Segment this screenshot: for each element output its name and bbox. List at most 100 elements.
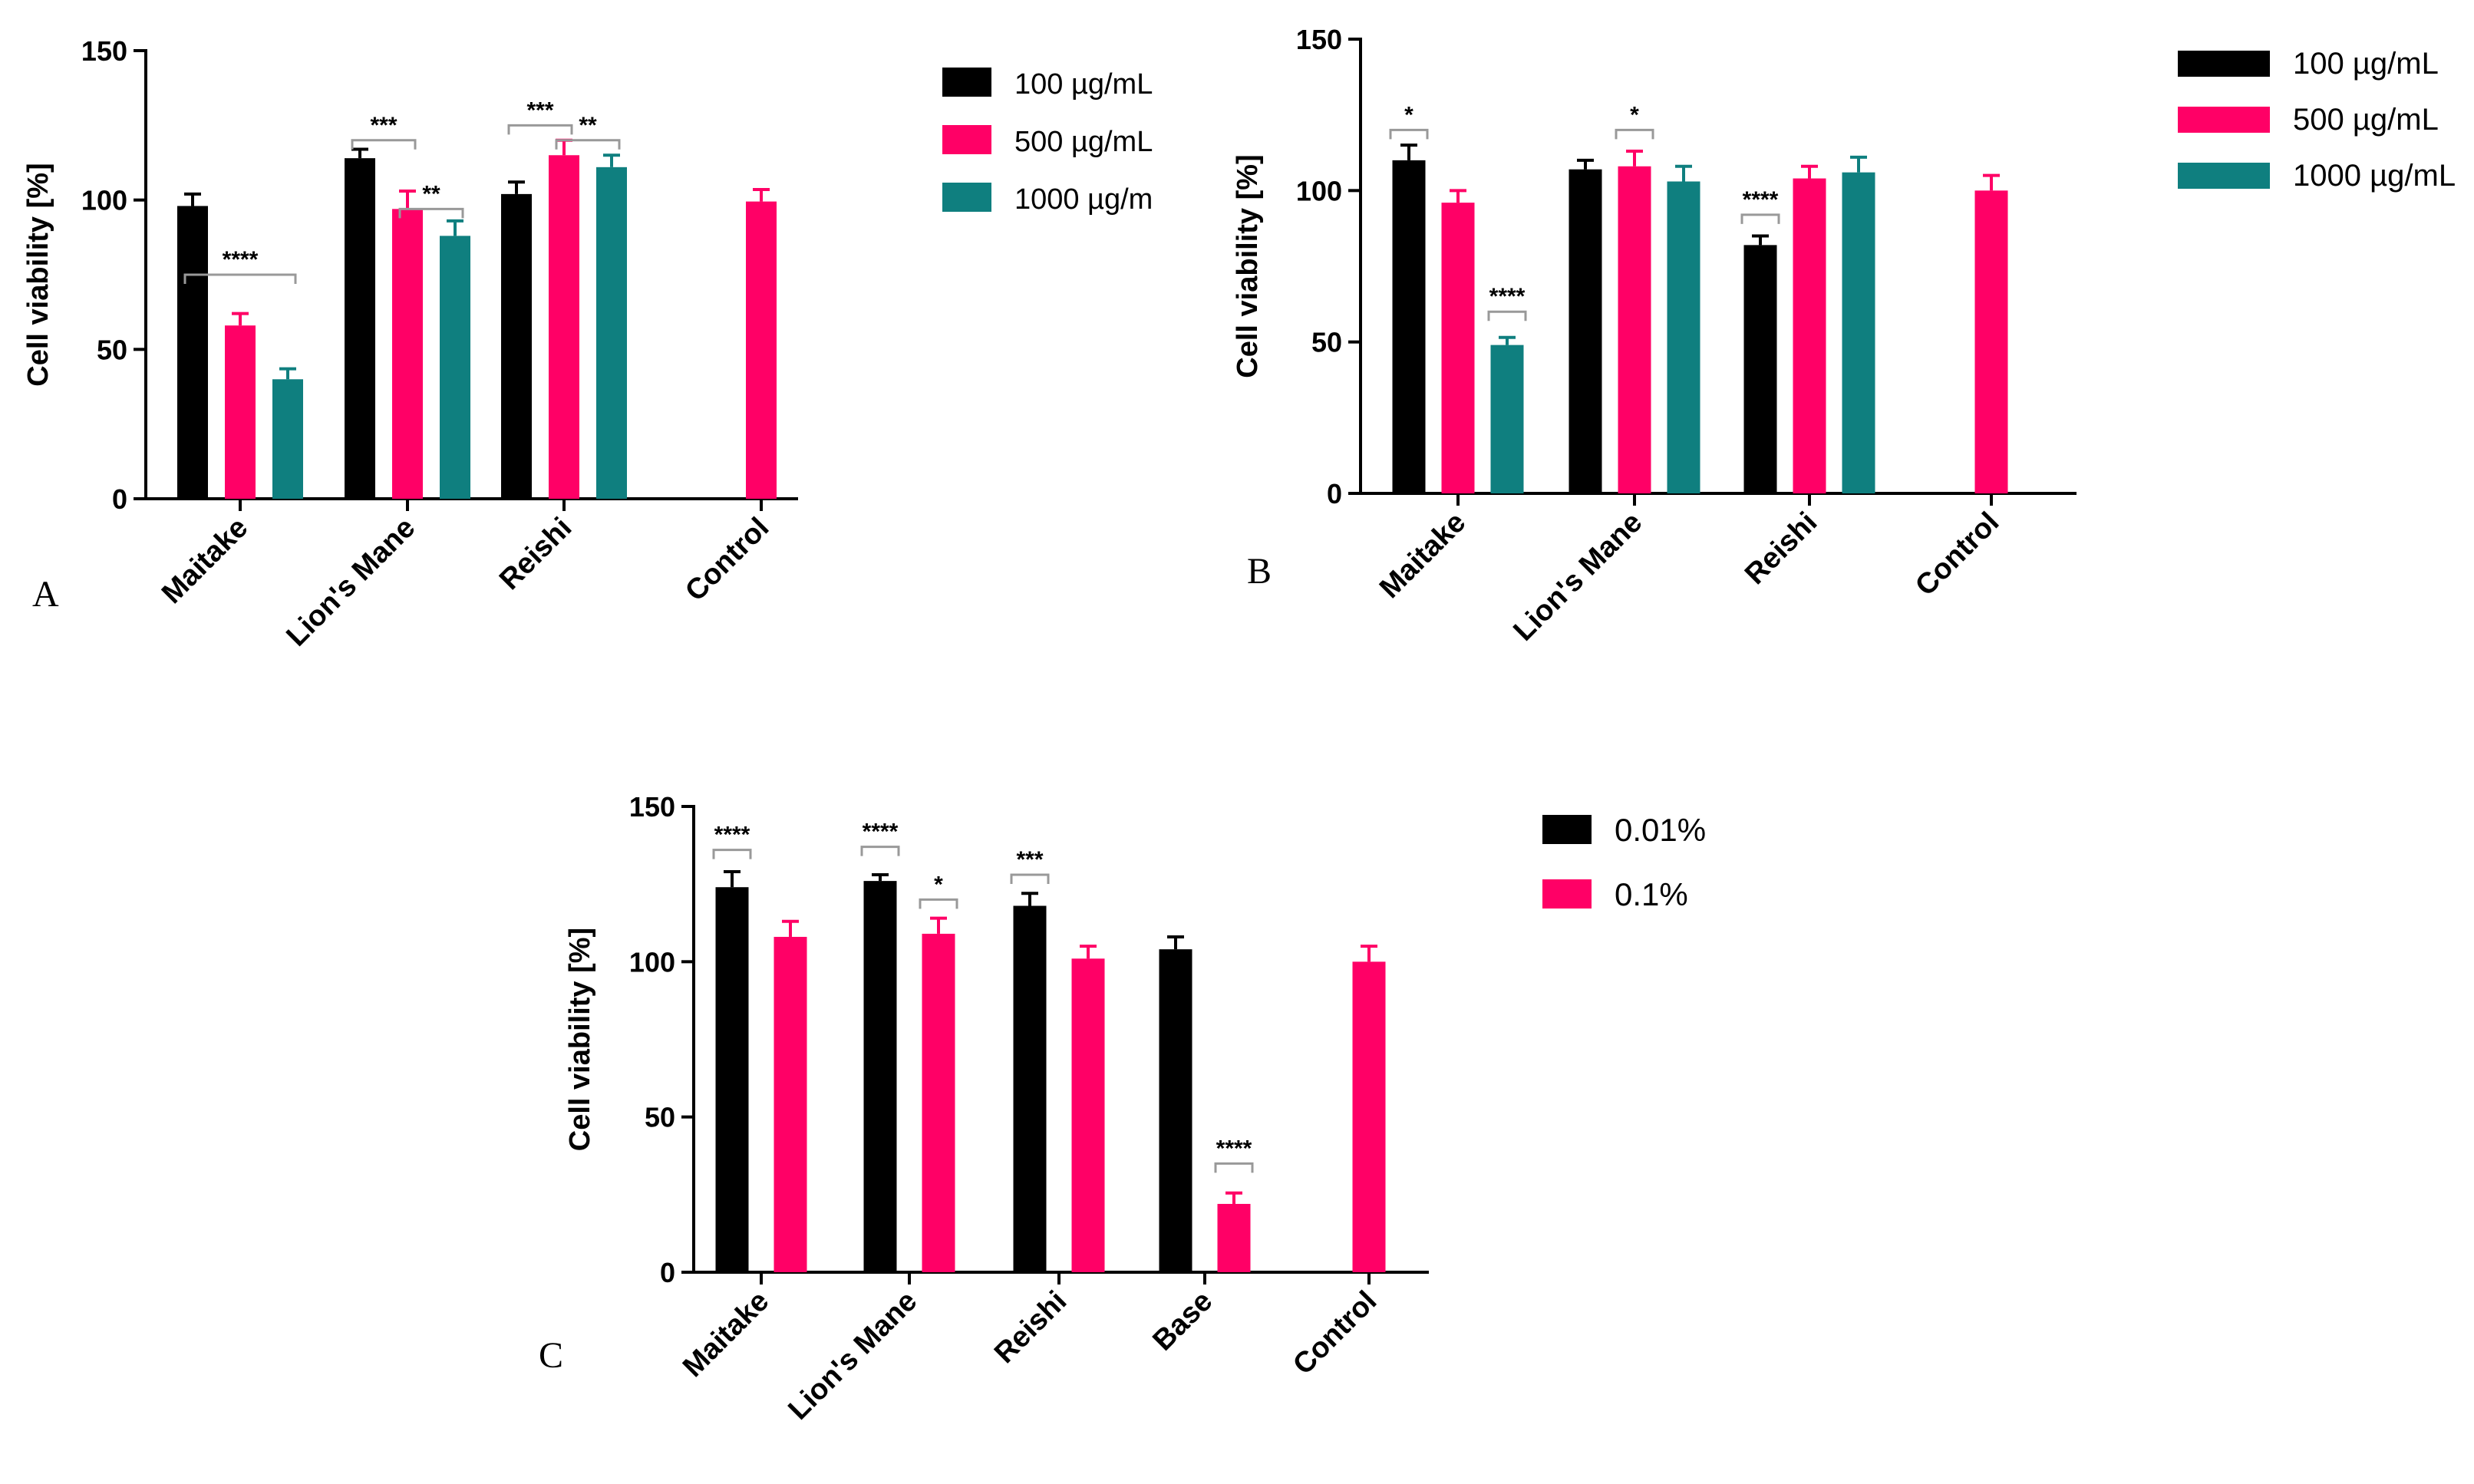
significance-label: * xyxy=(934,872,943,897)
bar-base-0-01 xyxy=(1159,949,1192,1272)
bar-control-0-1 xyxy=(1352,961,1386,1272)
legend-swatch-500-g-ml xyxy=(942,125,991,154)
y-tick-label: 50 xyxy=(1311,327,1342,358)
significance-label: ** xyxy=(579,113,597,138)
legend-label: 100 µg/mL xyxy=(1014,68,1153,101)
y-tick-label: 0 xyxy=(112,483,127,515)
y-axis-label: Cell viability [%] xyxy=(564,928,596,1151)
significance-bracket xyxy=(860,846,900,856)
panel-c: 0 50 100 150 Cell viability [%] Maitake Lion's… xyxy=(539,791,1706,1426)
bar-reishi-1000-g-m xyxy=(596,167,627,499)
significance-bracket xyxy=(1740,213,1780,224)
significance-bracket xyxy=(1214,1162,1254,1173)
y-tick-label: 50 xyxy=(645,1102,675,1133)
x-tick-label-lion-s-mane: Lion's Mane xyxy=(782,1285,923,1426)
x-tick-label-reishi: Reishi xyxy=(988,1285,1073,1370)
significance-label: **** xyxy=(1743,187,1779,213)
bar-base-0-1 xyxy=(1217,1203,1251,1272)
bar-maitake-500-g-ml xyxy=(1441,203,1475,493)
significance-bracket xyxy=(1010,873,1050,885)
panel-a: 0 50 100 150 Cell viability [%] Maitake Lion's… xyxy=(22,35,1153,653)
bar-maitake-500-g-ml xyxy=(225,325,256,499)
bar-maitake-100-g-ml xyxy=(1392,160,1426,493)
legend-swatch-0-01 xyxy=(1542,815,1592,844)
x-tick-label-lion-s-mane: Lion's Mane xyxy=(1507,506,1648,648)
panel-letter: C xyxy=(539,1335,563,1376)
x-tick-label-control: Control xyxy=(1287,1285,1383,1381)
bar-lion-s-mane-500-g-ml xyxy=(392,209,423,499)
y-tick-label: 50 xyxy=(97,334,127,365)
significance-label: **** xyxy=(714,823,750,848)
panel-b: 0 50 100 150 Cell viability [%] Maitake Lion's… xyxy=(1232,24,2456,648)
y-axis-label: Cell viability [%] xyxy=(1232,154,1264,378)
significance-bracket xyxy=(351,139,417,150)
significance-bracket xyxy=(1389,128,1429,140)
y-tick-label: 150 xyxy=(629,791,675,823)
y-axis-label: Cell viability [%] xyxy=(22,163,54,386)
significance-label: * xyxy=(1404,102,1413,127)
bar-lion-s-mane-0-01 xyxy=(863,881,897,1272)
bar-reishi-0-01 xyxy=(1013,905,1047,1272)
bar-reishi-500-g-ml xyxy=(549,155,579,499)
significance-bracket xyxy=(712,849,752,859)
significance-label: **** xyxy=(1216,1136,1252,1161)
bar-lion-s-mane-1000-g-ml xyxy=(1667,181,1700,493)
x-tick-label-reishi: Reishi xyxy=(1739,506,1823,591)
bar-reishi-500-g-ml xyxy=(1793,178,1826,493)
y-tick-label: 100 xyxy=(629,946,675,978)
y-tick-label: 0 xyxy=(660,1257,675,1288)
bar-lion-s-mane-100-g-ml xyxy=(1569,169,1602,493)
significance-label: ** xyxy=(422,181,440,206)
x-tick-label-maitake: Maitake xyxy=(677,1285,775,1383)
significance-bracket xyxy=(507,124,573,135)
significance-bracket xyxy=(919,898,958,909)
panel-letter: A xyxy=(32,574,59,615)
panel-letter: B xyxy=(1247,551,1272,592)
legend-swatch-1000-g-ml xyxy=(2178,163,2270,189)
significance-label: *** xyxy=(526,97,553,123)
bar-maitake-100-g-ml xyxy=(177,206,208,499)
significance-label: *** xyxy=(1016,847,1043,872)
significance-label: **** xyxy=(1489,284,1526,309)
y-tick-label: 100 xyxy=(81,185,127,216)
x-tick-label-lion-s-mane: Lion's Mane xyxy=(280,512,421,653)
significance-label: * xyxy=(1630,102,1639,127)
significance-bracket xyxy=(183,273,297,284)
significance-bracket xyxy=(1615,128,1654,140)
x-tick-label-control: Control xyxy=(1909,506,2005,602)
bar-maitake-1000-g-ml xyxy=(1490,345,1524,493)
bar-maitake-0-1 xyxy=(774,936,807,1272)
x-tick-label-maitake: Maitake xyxy=(1374,506,1472,605)
bar-maitake-1000-g-m xyxy=(272,379,303,499)
significance-label: **** xyxy=(223,247,259,272)
y-tick-label: 0 xyxy=(1327,478,1342,510)
bar-reishi-0-1 xyxy=(1071,958,1105,1272)
bar-lion-s-mane-1000-g-m xyxy=(440,236,470,499)
y-tick-label: 150 xyxy=(81,35,127,67)
significance-bracket xyxy=(398,207,464,219)
bar-reishi-100-g-ml xyxy=(501,193,532,499)
legend-swatch-500-g-ml xyxy=(2178,107,2270,133)
bar-control-500-g-ml xyxy=(746,201,777,499)
bar-maitake-0-01 xyxy=(715,887,749,1272)
bar-lion-s-mane-500-g-ml xyxy=(1618,166,1651,493)
legend-label: 500 µg/mL xyxy=(2293,103,2439,137)
legend-label: 1000 µg/mL xyxy=(2293,159,2456,193)
y-tick-label: 100 xyxy=(1296,175,1342,206)
significance-label: **** xyxy=(863,819,899,845)
bar-lion-s-mane-0-1 xyxy=(922,933,955,1272)
bar-reishi-100-g-ml xyxy=(1743,245,1777,493)
legend-swatch-0-1 xyxy=(1542,879,1592,909)
bar-control-500-g-ml xyxy=(1974,190,2008,494)
legend-swatch-100-g-ml xyxy=(2178,51,2270,77)
x-tick-label-base: Base xyxy=(1146,1285,1219,1357)
x-tick-label-maitake: Maitake xyxy=(156,512,254,610)
legend-label: 100 µg/mL xyxy=(2293,47,2439,81)
legend-label: 1000 µg/m xyxy=(1014,183,1153,216)
legend-label: 0.1% xyxy=(1615,876,1688,912)
legend-swatch-100-g-ml xyxy=(942,68,991,97)
significance-bracket xyxy=(1487,310,1527,322)
bar-reishi-1000-g-ml xyxy=(1842,172,1875,494)
significance-label: *** xyxy=(370,113,397,138)
